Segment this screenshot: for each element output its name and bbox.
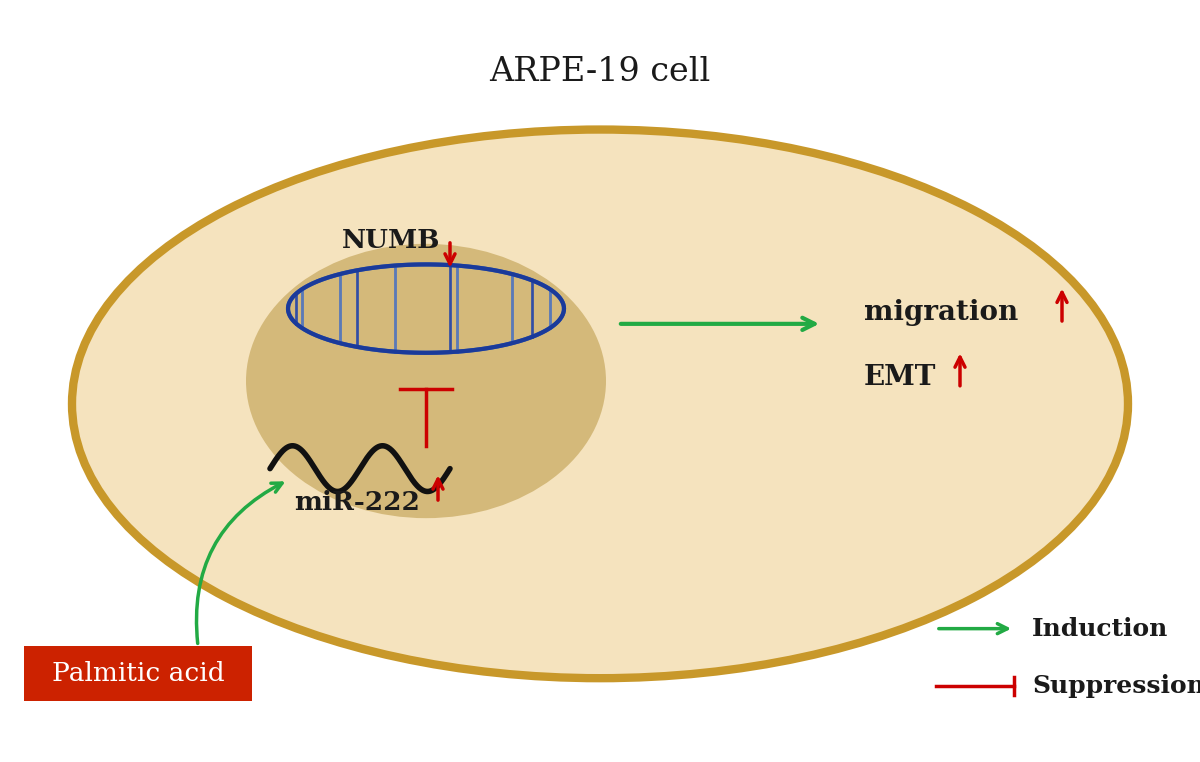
Ellipse shape bbox=[246, 244, 606, 518]
Text: NUMB: NUMB bbox=[342, 228, 440, 252]
FancyArrowPatch shape bbox=[197, 483, 282, 643]
Text: EMT: EMT bbox=[864, 363, 936, 391]
Text: Palmitic acid: Palmitic acid bbox=[52, 661, 224, 686]
Text: Suppression: Suppression bbox=[1032, 674, 1200, 698]
FancyBboxPatch shape bbox=[24, 646, 252, 701]
Text: Induction: Induction bbox=[1032, 616, 1169, 641]
Text: ARPE-19 cell: ARPE-19 cell bbox=[490, 56, 710, 88]
Text: migration: migration bbox=[864, 299, 1019, 326]
Ellipse shape bbox=[72, 130, 1128, 678]
Text: miR-222: miR-222 bbox=[294, 491, 420, 515]
